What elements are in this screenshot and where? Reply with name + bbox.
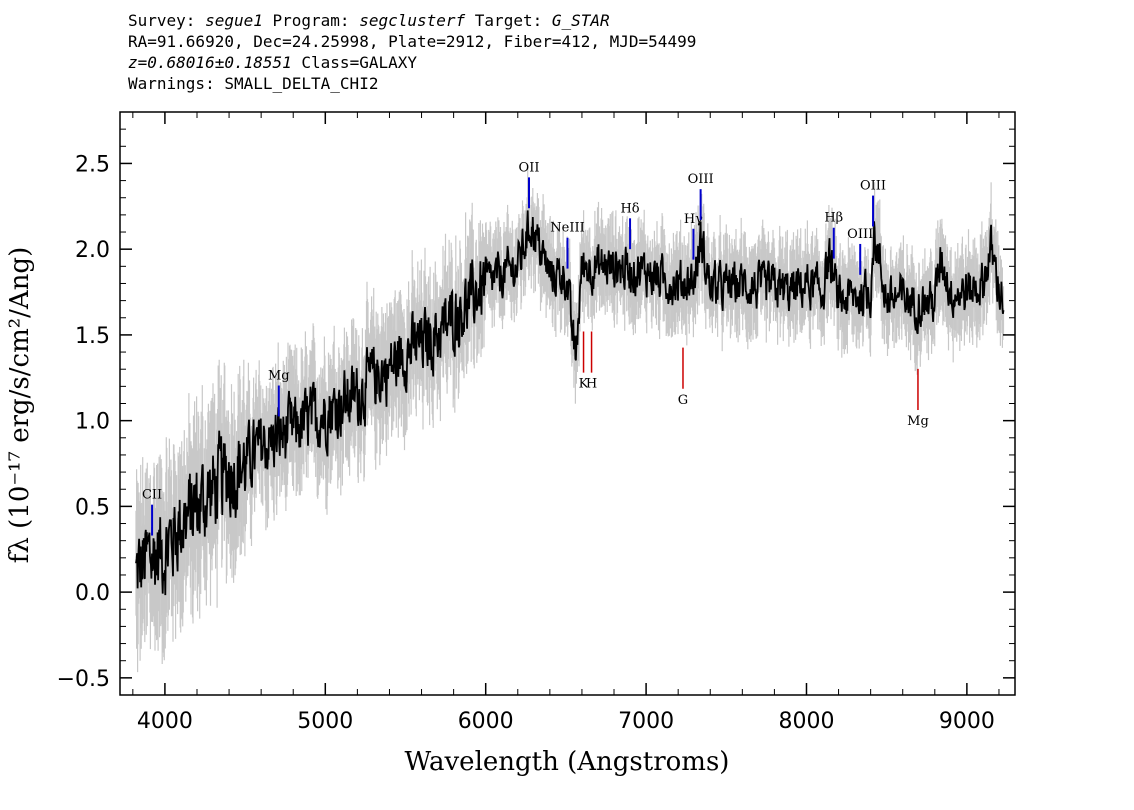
target-label: Target:	[465, 11, 552, 30]
x-tick-label: 5000	[297, 709, 353, 734]
spectrum-header: Survey: segue1 Program: segclusterf Targ…	[128, 10, 696, 94]
flux-polyline	[135, 210, 1005, 596]
emission-line-label: Hγ	[684, 212, 703, 227]
header-line-4: Warnings: SMALL_DELTA_CHI2	[128, 74, 379, 93]
survey-value: segue1	[205, 11, 263, 30]
emission-line-label: Hδ	[620, 201, 639, 216]
spectral-lines: CII Mg OII NeIII Hδ Hγ OIII Hβ OIII OIII KH G Mg	[142, 160, 929, 536]
x-tick-label: 4000	[137, 709, 193, 734]
y-tick-label: 2.5	[75, 152, 110, 177]
program-value: segclusterf	[359, 11, 466, 30]
header-line-2: RA=91.66920, Dec=24.25998, Plate=2912, F…	[128, 32, 697, 51]
x-tick-label: 9000	[939, 709, 995, 734]
y-tick-label: 0.5	[75, 495, 110, 520]
x-tick-label: 6000	[458, 709, 514, 734]
emission-line-label: OIII	[847, 227, 873, 242]
x-axis-label: Wavelength (Angstroms)	[405, 747, 730, 777]
x-tick-label: 8000	[778, 709, 834, 734]
emission-line-label: OII	[519, 160, 540, 175]
redshift-value: z=0.68016±0.18551	[128, 53, 292, 72]
emission-line-label: NeIII	[550, 221, 584, 236]
y-axis-label: fλ (10⁻¹⁷ erg/s/cm²/Ang)	[5, 247, 35, 563]
plot-frame	[119, 111, 1016, 696]
y-tick-label: 2.0	[75, 238, 110, 263]
y-tick-label: 1.0	[75, 410, 110, 435]
emission-line-label: OIII	[860, 179, 886, 194]
emission-line-label: Hβ	[824, 211, 843, 226]
target-value: G_STAR	[551, 11, 610, 30]
program-label: Program:	[262, 11, 360, 30]
axis-ticks: 4000 5000 6000 7000 8000 9000 −0.5 0.0 0.5 1.0 1.5…	[57, 112, 1015, 734]
header-line-1: Survey: segue1 Program: segclusterf Targ…	[128, 10, 696, 31]
emission-line-label: Mg	[268, 368, 290, 383]
x-tick-label: 7000	[618, 709, 674, 734]
y-tick-label: 0.0	[75, 581, 110, 606]
emission-line-label: CII	[142, 488, 162, 503]
survey-label: Survey:	[128, 11, 206, 30]
absorption-line-label: Mg	[907, 414, 929, 429]
flux-line	[135, 210, 1005, 596]
absorption-line-label: K	[579, 377, 589, 392]
absorption-line-label: H	[586, 377, 597, 392]
y-tick-label: −0.5	[57, 667, 110, 692]
absorption-line-label: G	[678, 393, 688, 408]
y-tick-label: 1.5	[75, 324, 110, 349]
emission-line-label: OIII	[688, 172, 714, 187]
header-line-3: z=0.68016±0.18551 Class=GALAXY	[128, 52, 696, 73]
class-value: Class=GALAXY	[291, 53, 417, 72]
